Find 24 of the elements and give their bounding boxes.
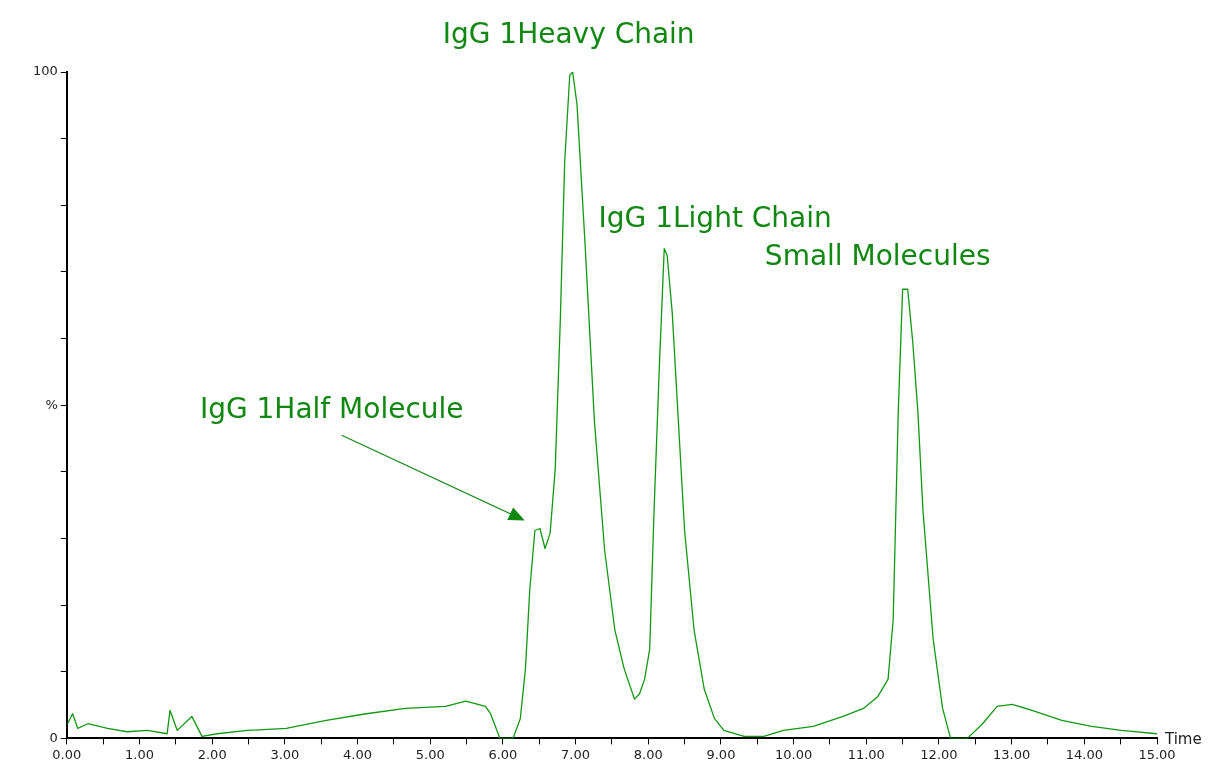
x-tick-label: 10.00	[774, 746, 813, 762]
x-tick-label: 12.00	[920, 746, 958, 762]
x-axis-title: Time	[1164, 730, 1202, 749]
x-tick-label: 0.00	[52, 746, 82, 762]
annotation: IgG 1Light Chain	[598, 200, 832, 234]
x-tick-label: 8.00	[633, 746, 663, 762]
x-tick-label: 3.00	[270, 746, 300, 762]
x-tick-label: 11.00	[847, 746, 885, 762]
annotation: Small Molecules	[764, 238, 991, 272]
x-tick-label: 5.00	[415, 746, 445, 762]
x-tick-label: 7.00	[561, 746, 591, 762]
annotation: IgG 1Heavy Chain	[442, 17, 695, 51]
x-tick-label: 4.00	[343, 746, 373, 762]
x-tick-label: 15.00	[1138, 746, 1176, 762]
y-tick-label: 100	[32, 63, 58, 79]
x-tick-label: 14.00	[1065, 746, 1103, 762]
y-tick-label: %	[45, 396, 58, 412]
y-tick-label: 0	[49, 729, 58, 745]
x-tick-label: 13.00	[993, 746, 1031, 762]
x-tick-label: 1.00	[125, 746, 154, 762]
x-tick-label: 9.00	[706, 746, 736, 762]
annotation: IgG 1Half Molecule	[199, 392, 464, 426]
x-tick-label: 6.00	[488, 746, 518, 762]
x-tick-label: 2.00	[197, 746, 227, 762]
